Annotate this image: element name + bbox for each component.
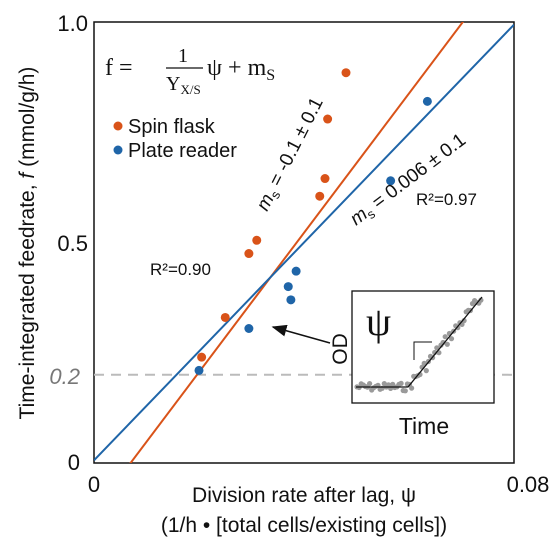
inset-point xyxy=(478,297,484,303)
inset-arrow xyxy=(271,324,331,344)
legend-label-plate-reader: Plate reader xyxy=(128,140,237,162)
legend-marker-spin-flask xyxy=(113,121,123,131)
data-point-spin-flask-4 xyxy=(315,191,325,201)
inset-point xyxy=(421,360,427,366)
r2-label-spin-flask: R²=0.90 xyxy=(150,260,211,279)
data-point-spin-flask-3 xyxy=(252,235,262,245)
data-point-spin-flask-6 xyxy=(323,114,333,124)
data-point-plate-reader-5 xyxy=(386,176,396,186)
fit-line-plate-reader xyxy=(94,23,514,462)
legend-label-spin-flask: Spin flask xyxy=(128,116,216,138)
data-point-spin-flask-7 xyxy=(341,68,351,78)
equation-rhs: ψ + mS xyxy=(207,55,275,84)
inset-psi-symbol: ψ xyxy=(366,299,391,344)
inset-y-label: OD xyxy=(329,333,352,365)
inset-slope-bracket xyxy=(413,341,432,360)
equation: f = 1 YX/S ψ + mS xyxy=(105,45,275,97)
data-point-plate-reader-0 xyxy=(194,365,204,375)
inset-point xyxy=(448,336,455,342)
r2-label-plate-reader: R²=0.97 xyxy=(416,190,477,209)
data-point-plate-reader-6 xyxy=(422,96,432,106)
fit-line-spin-flask xyxy=(129,22,465,463)
y-axis-label: Time-integrated feedrate, f (mmol/g/h) xyxy=(16,67,39,420)
equation-lhs: f = xyxy=(105,55,133,81)
data-point-plate-reader-3 xyxy=(286,295,296,305)
inset-point xyxy=(402,388,408,394)
y-tick-label-0: 0 xyxy=(68,450,80,475)
inset-x-label: Time xyxy=(399,413,449,439)
inset-point xyxy=(423,368,429,374)
x-axis-label: Division rate after lag, ψ xyxy=(192,484,416,507)
data-point-plate-reader-1 xyxy=(244,323,254,333)
inset-point xyxy=(409,385,415,391)
plot-frame xyxy=(93,21,515,464)
inset-point xyxy=(444,341,450,347)
inset-point xyxy=(367,381,373,387)
inset-point xyxy=(440,339,446,346)
data-point-spin-flask-0 xyxy=(197,352,207,362)
inset-point xyxy=(398,380,404,386)
x-tick-label-0: 0 xyxy=(88,472,100,497)
data-point-spin-flask-1 xyxy=(220,312,230,322)
y-tick-label-1.0: 1.0 xyxy=(57,11,88,36)
inset-point xyxy=(434,345,440,351)
x-tick-label-0.08: 0.08 xyxy=(507,472,550,497)
legend-marker-plate-reader xyxy=(113,145,123,155)
y-tick-label-0.5: 0.5 xyxy=(57,231,88,256)
equation-denominator: YX/S xyxy=(166,73,201,97)
x-axis-label-line2: (1/h • [total cells/existing cells]) xyxy=(161,514,447,537)
data-point-spin-flask-5 xyxy=(320,174,330,184)
inset-point xyxy=(442,334,448,340)
inset-fit-line xyxy=(356,296,483,388)
inset-point xyxy=(461,318,467,324)
data-point-plate-reader-4 xyxy=(291,266,301,276)
legend: Spin flask Plate reader xyxy=(113,116,237,162)
data-point-plate-reader-2 xyxy=(283,282,293,292)
equation-numerator: 1 xyxy=(178,45,188,67)
y-tick-label-0.2: 0.2 xyxy=(49,364,80,389)
data-point-spin-flask-2 xyxy=(244,249,254,259)
fit-label-plate-reader: ms = 0.006 ± 0.1 xyxy=(346,130,471,232)
inset: ψ OD Time xyxy=(329,290,495,439)
